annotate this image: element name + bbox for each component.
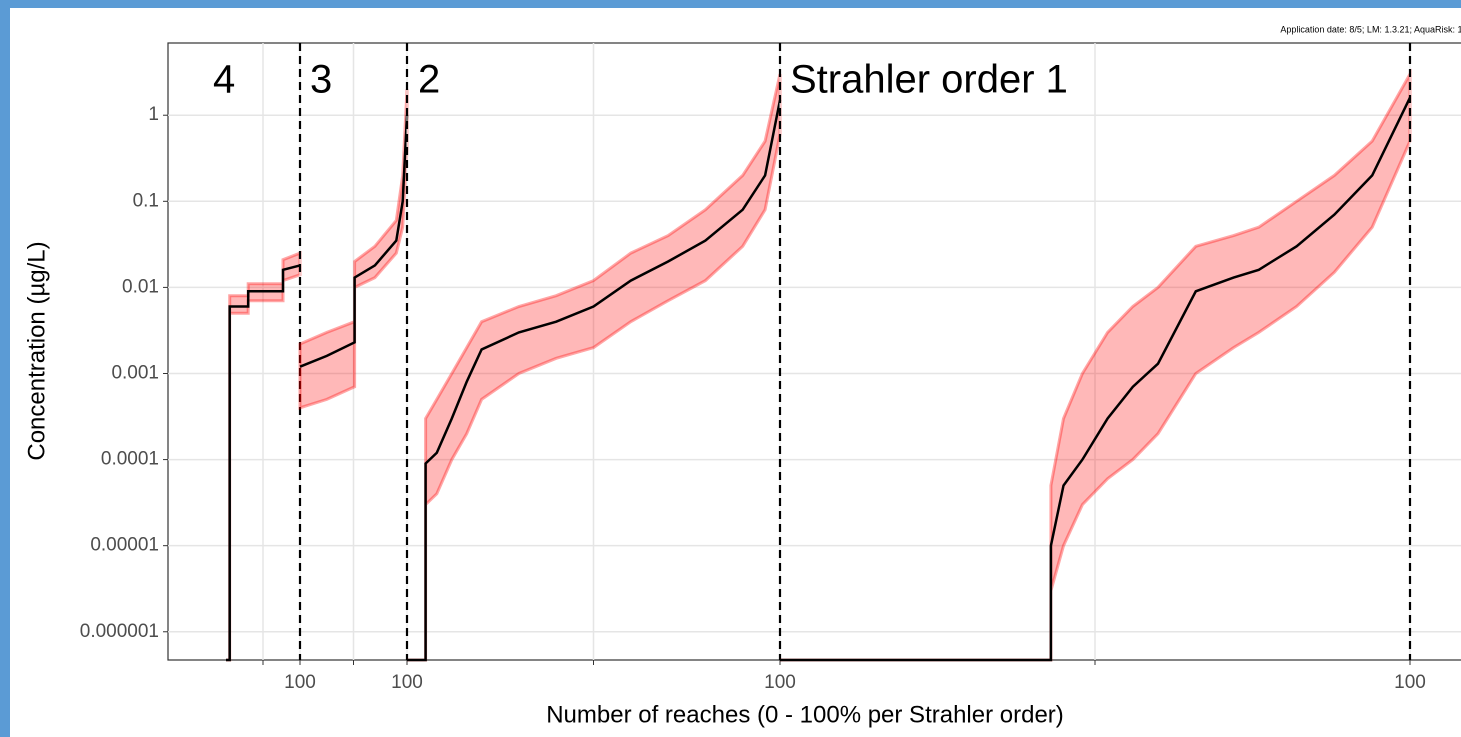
y-axis-title: Concentration (µg/L) <box>23 241 50 460</box>
y-tick-label: 0.001 <box>111 363 159 384</box>
x-axis-title: Number of reaches (0 - 100% per Strahler… <box>546 701 1064 728</box>
y-tick-label: 0.0001 <box>101 449 159 470</box>
segment-label: 2 <box>418 58 440 102</box>
segment-label: 4 <box>213 58 235 102</box>
median-line <box>780 97 1412 662</box>
x-tick-label: 100 <box>764 672 796 693</box>
y-tick-label: 0.000001 <box>80 621 159 642</box>
y-tick-label: 0.01 <box>122 276 159 297</box>
median-line <box>407 99 782 662</box>
x-tick-label: 100 <box>391 672 423 693</box>
median-line <box>299 115 409 368</box>
median-line <box>226 264 301 662</box>
y-tick-label: 1 <box>148 104 159 125</box>
y-tick-label: 0.00001 <box>90 535 159 556</box>
segment-label: Strahler order 1 <box>790 58 1068 102</box>
plot-panel <box>167 42 1461 661</box>
segment-label: 3 <box>310 58 332 102</box>
x-tick-label: 100 <box>284 672 316 693</box>
y-tick-label: 0.1 <box>133 190 159 211</box>
x-tick-label: 100 <box>1394 672 1426 693</box>
annotation: Application date: 8/5; LM: 1.3.21; AquaR… <box>1280 24 1461 34</box>
